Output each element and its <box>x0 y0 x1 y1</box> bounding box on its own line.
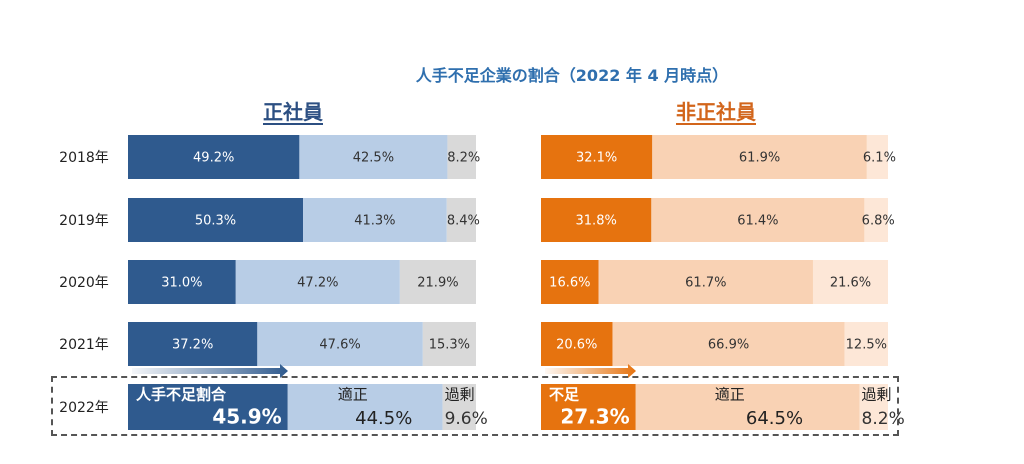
bar-regular-4-1 <box>287 384 443 430</box>
category-label-3: 2021年 <box>59 337 109 353</box>
bar-regular-3-2 <box>422 322 476 366</box>
chart-title: 人手不足企業の割合（2022 年 4 月時点） <box>415 66 729 85</box>
bar-nonregular-3-2 <box>844 322 888 366</box>
bar-nonregular-4-1 <box>635 384 860 430</box>
bar-nonregular-0-1 <box>652 135 867 179</box>
data-label-regular-1-1: 41.3% <box>354 214 395 229</box>
bar-nonregular-0-2 <box>866 135 888 179</box>
trend-arrow-regular <box>132 364 288 378</box>
bar-nonregular-4-0 <box>541 384 636 430</box>
bar-regular-0-2 <box>447 135 476 179</box>
bar-regular-2-0 <box>128 260 236 304</box>
data-label-regular-3-2: 15.3% <box>429 338 470 353</box>
series-label-regular-appropriate: 適正 <box>338 386 368 404</box>
category-label-4: 2022年 <box>59 400 109 416</box>
bar-nonregular-2-1 <box>598 260 813 304</box>
data-label-nonregular-2-1: 61.7% <box>685 276 726 291</box>
series-label-nonregular-surplus: 過剰 <box>862 386 892 404</box>
data-label-regular-0-1: 42.5% <box>353 151 394 166</box>
highlight-2022-frame <box>51 376 899 436</box>
data-label-regular-0-0: 49.2% <box>193 151 234 166</box>
data-label-regular-0-2: 8.2% <box>447 151 480 166</box>
data-label-regular-3-0: 37.2% <box>172 338 213 353</box>
bar-nonregular-2-2 <box>812 260 888 304</box>
bar-nonregular-2-0 <box>541 260 599 304</box>
bar-nonregular-3-0 <box>541 322 613 366</box>
series-label-nonregular-shortage: 不足 <box>549 386 580 404</box>
data-label-regular-3-1: 47.6% <box>319 338 360 353</box>
data-label-regular-2-0: 31.0% <box>161 276 202 291</box>
bar-regular-0-0 <box>128 135 300 179</box>
category-label-0: 2018年 <box>59 150 109 166</box>
trend-arrow-nonregular <box>545 364 636 378</box>
bar-regular-1-1 <box>303 198 447 242</box>
data-label-nonregular-3-2: 12.5% <box>846 338 887 353</box>
bar-nonregular-0-0 <box>541 135 653 179</box>
data-label-regular-4-1: 44.5% <box>355 408 412 429</box>
data-label-nonregular-0-0: 32.1% <box>576 151 617 166</box>
bar-regular-3-1 <box>257 322 423 366</box>
data-label-nonregular-1-1: 61.4% <box>737 214 778 229</box>
data-label-nonregular-4-2: 8.2% <box>862 409 905 429</box>
bar-regular-0-1 <box>299 135 448 179</box>
data-label-nonregular-1-0: 31.8% <box>576 214 617 229</box>
bar-regular-4-0 <box>128 384 288 430</box>
data-label-regular-4-0: 45.9% <box>212 405 281 429</box>
category-label-1: 2019年 <box>59 213 109 229</box>
data-label-regular-2-2: 21.9% <box>417 276 458 291</box>
bar-regular-2-2 <box>399 260 476 304</box>
bar-regular-1-2 <box>446 198 476 242</box>
bar-nonregular-1-0 <box>541 198 652 242</box>
panel-title-nonregular: 非正社員 <box>676 100 756 124</box>
data-label-nonregular-0-2: 6.1% <box>863 151 896 166</box>
data-label-regular-1-0: 50.3% <box>195 214 236 229</box>
bar-regular-3-0 <box>128 322 258 366</box>
bar-nonregular-1-1 <box>651 198 865 242</box>
data-label-nonregular-4-0: 27.3% <box>560 405 629 429</box>
bar-regular-1-0 <box>128 198 304 242</box>
bar-nonregular-3-1 <box>612 322 845 366</box>
data-label-nonregular-2-0: 16.6% <box>549 276 590 291</box>
series-label-nonregular-appropriate: 適正 <box>715 386 745 404</box>
data-label-nonregular-4-1: 64.5% <box>746 408 803 429</box>
data-label-nonregular-0-1: 61.9% <box>739 151 780 166</box>
data-label-nonregular-3-0: 20.6% <box>556 338 597 353</box>
category-label-2: 2020年 <box>59 275 109 291</box>
series-label-regular-shortage: 人手不足割合 <box>136 386 227 404</box>
data-label-regular-1-2: 8.4% <box>447 214 480 229</box>
bar-regular-2-1 <box>235 260 400 304</box>
bar-nonregular-4-2 <box>859 384 888 430</box>
bar-regular-4-2 <box>442 384 476 430</box>
data-label-nonregular-3-1: 66.9% <box>708 338 749 353</box>
data-label-regular-4-2: 9.6% <box>445 409 488 429</box>
data-label-regular-2-1: 47.2% <box>297 276 338 291</box>
data-label-nonregular-1-2: 6.8% <box>862 214 895 229</box>
panel-title-regular: 正社員 <box>263 100 323 124</box>
bar-nonregular-1-2 <box>864 198 888 242</box>
data-label-nonregular-2-2: 21.6% <box>830 276 871 291</box>
series-label-regular-surplus: 過剰 <box>445 386 475 404</box>
